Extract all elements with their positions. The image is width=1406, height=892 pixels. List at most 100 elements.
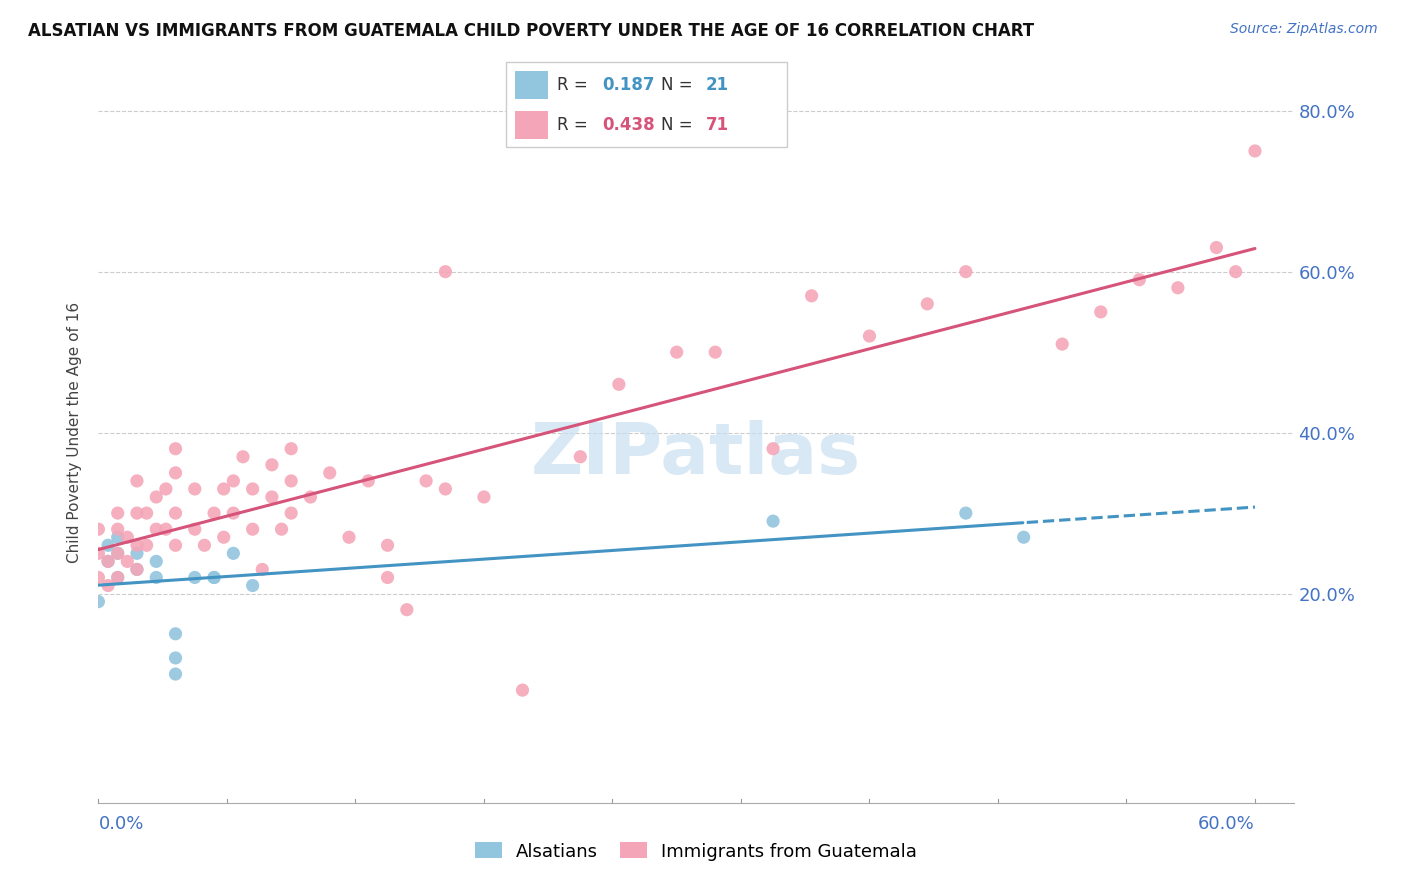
Point [125, 474, 148, 488]
Text: 21: 21 [706, 76, 728, 94]
Point [165, 506, 187, 520]
Point [280, 442, 302, 456]
Point [280, 474, 302, 488]
Point [165, 651, 187, 665]
Point [1244, 144, 1267, 158]
Point [222, 546, 245, 560]
Point [97, 554, 120, 568]
Point [125, 562, 148, 576]
Point [955, 265, 977, 279]
Point [242, 482, 264, 496]
Point [569, 450, 592, 464]
Point [87, 546, 110, 560]
Point [184, 570, 207, 584]
Point [472, 490, 495, 504]
Point [87, 522, 110, 536]
Point [145, 570, 167, 584]
Point [607, 377, 630, 392]
Point [107, 506, 129, 520]
Point [125, 562, 148, 576]
Point [1128, 273, 1150, 287]
Point [858, 329, 880, 343]
Point [762, 514, 785, 528]
Point [165, 667, 187, 681]
Point [280, 506, 302, 520]
Legend: Alsatians, Immigrants from Guatemala: Alsatians, Immigrants from Guatemala [467, 835, 925, 868]
Text: N =: N = [661, 116, 697, 134]
Text: 0.438: 0.438 [602, 116, 654, 134]
Point [1090, 305, 1112, 319]
Point [232, 450, 254, 464]
Point [270, 522, 292, 536]
Point [1167, 281, 1189, 295]
Point [377, 570, 399, 584]
Point [260, 490, 283, 504]
Point [165, 538, 187, 552]
Point [97, 554, 120, 568]
Text: ALSATIAN VS IMMIGRANTS FROM GUATEMALA CHILD POVERTY UNDER THE AGE OF 16 CORRELAT: ALSATIAN VS IMMIGRANTS FROM GUATEMALA CH… [28, 22, 1035, 40]
Point [762, 442, 785, 456]
Point [260, 458, 283, 472]
Point [117, 530, 139, 544]
Point [107, 522, 129, 536]
Text: Source: ZipAtlas.com: Source: ZipAtlas.com [1230, 22, 1378, 37]
Point [512, 683, 534, 698]
Text: R =: R = [557, 76, 593, 94]
Point [242, 522, 264, 536]
Point [135, 538, 157, 552]
Point [395, 602, 418, 616]
Point [202, 570, 225, 584]
Point [165, 442, 187, 456]
Point [155, 482, 177, 496]
Point [145, 554, 167, 568]
Point [107, 570, 129, 584]
Point [145, 522, 167, 536]
Point [319, 466, 342, 480]
Point [135, 506, 157, 520]
Text: N =: N = [661, 76, 697, 94]
Point [125, 506, 148, 520]
Point [117, 554, 139, 568]
Point [107, 546, 129, 560]
Point [155, 522, 177, 536]
Point [222, 506, 245, 520]
Text: 71: 71 [706, 116, 728, 134]
Point [193, 538, 215, 552]
Point [212, 482, 235, 496]
Bar [515, 71, 548, 99]
Point [125, 538, 148, 552]
Point [434, 482, 457, 496]
Point [212, 530, 235, 544]
Point [415, 474, 437, 488]
FancyBboxPatch shape [506, 62, 787, 147]
Text: 0.187: 0.187 [602, 76, 654, 94]
Point [107, 530, 129, 544]
Point [107, 570, 129, 584]
Point [97, 538, 120, 552]
Text: ZIPatlas: ZIPatlas [531, 420, 860, 490]
Text: R =: R = [557, 116, 593, 134]
Point [107, 546, 129, 560]
Point [222, 474, 245, 488]
Y-axis label: Child Poverty Under the Age of 16: Child Poverty Under the Age of 16 [67, 302, 83, 563]
Point [337, 530, 360, 544]
Point [1225, 265, 1247, 279]
Point [184, 482, 207, 496]
Point [800, 289, 823, 303]
Point [165, 466, 187, 480]
Point [1205, 240, 1227, 254]
Text: 60.0%: 60.0% [1198, 815, 1256, 833]
Point [357, 474, 380, 488]
Point [242, 578, 264, 592]
Point [252, 562, 274, 576]
Point [125, 546, 148, 560]
Point [917, 297, 939, 311]
Point [184, 522, 207, 536]
Point [87, 594, 110, 608]
Point [1050, 337, 1073, 351]
Point [145, 490, 167, 504]
Point [704, 345, 727, 359]
Point [202, 506, 225, 520]
Point [665, 345, 688, 359]
Point [434, 265, 457, 279]
